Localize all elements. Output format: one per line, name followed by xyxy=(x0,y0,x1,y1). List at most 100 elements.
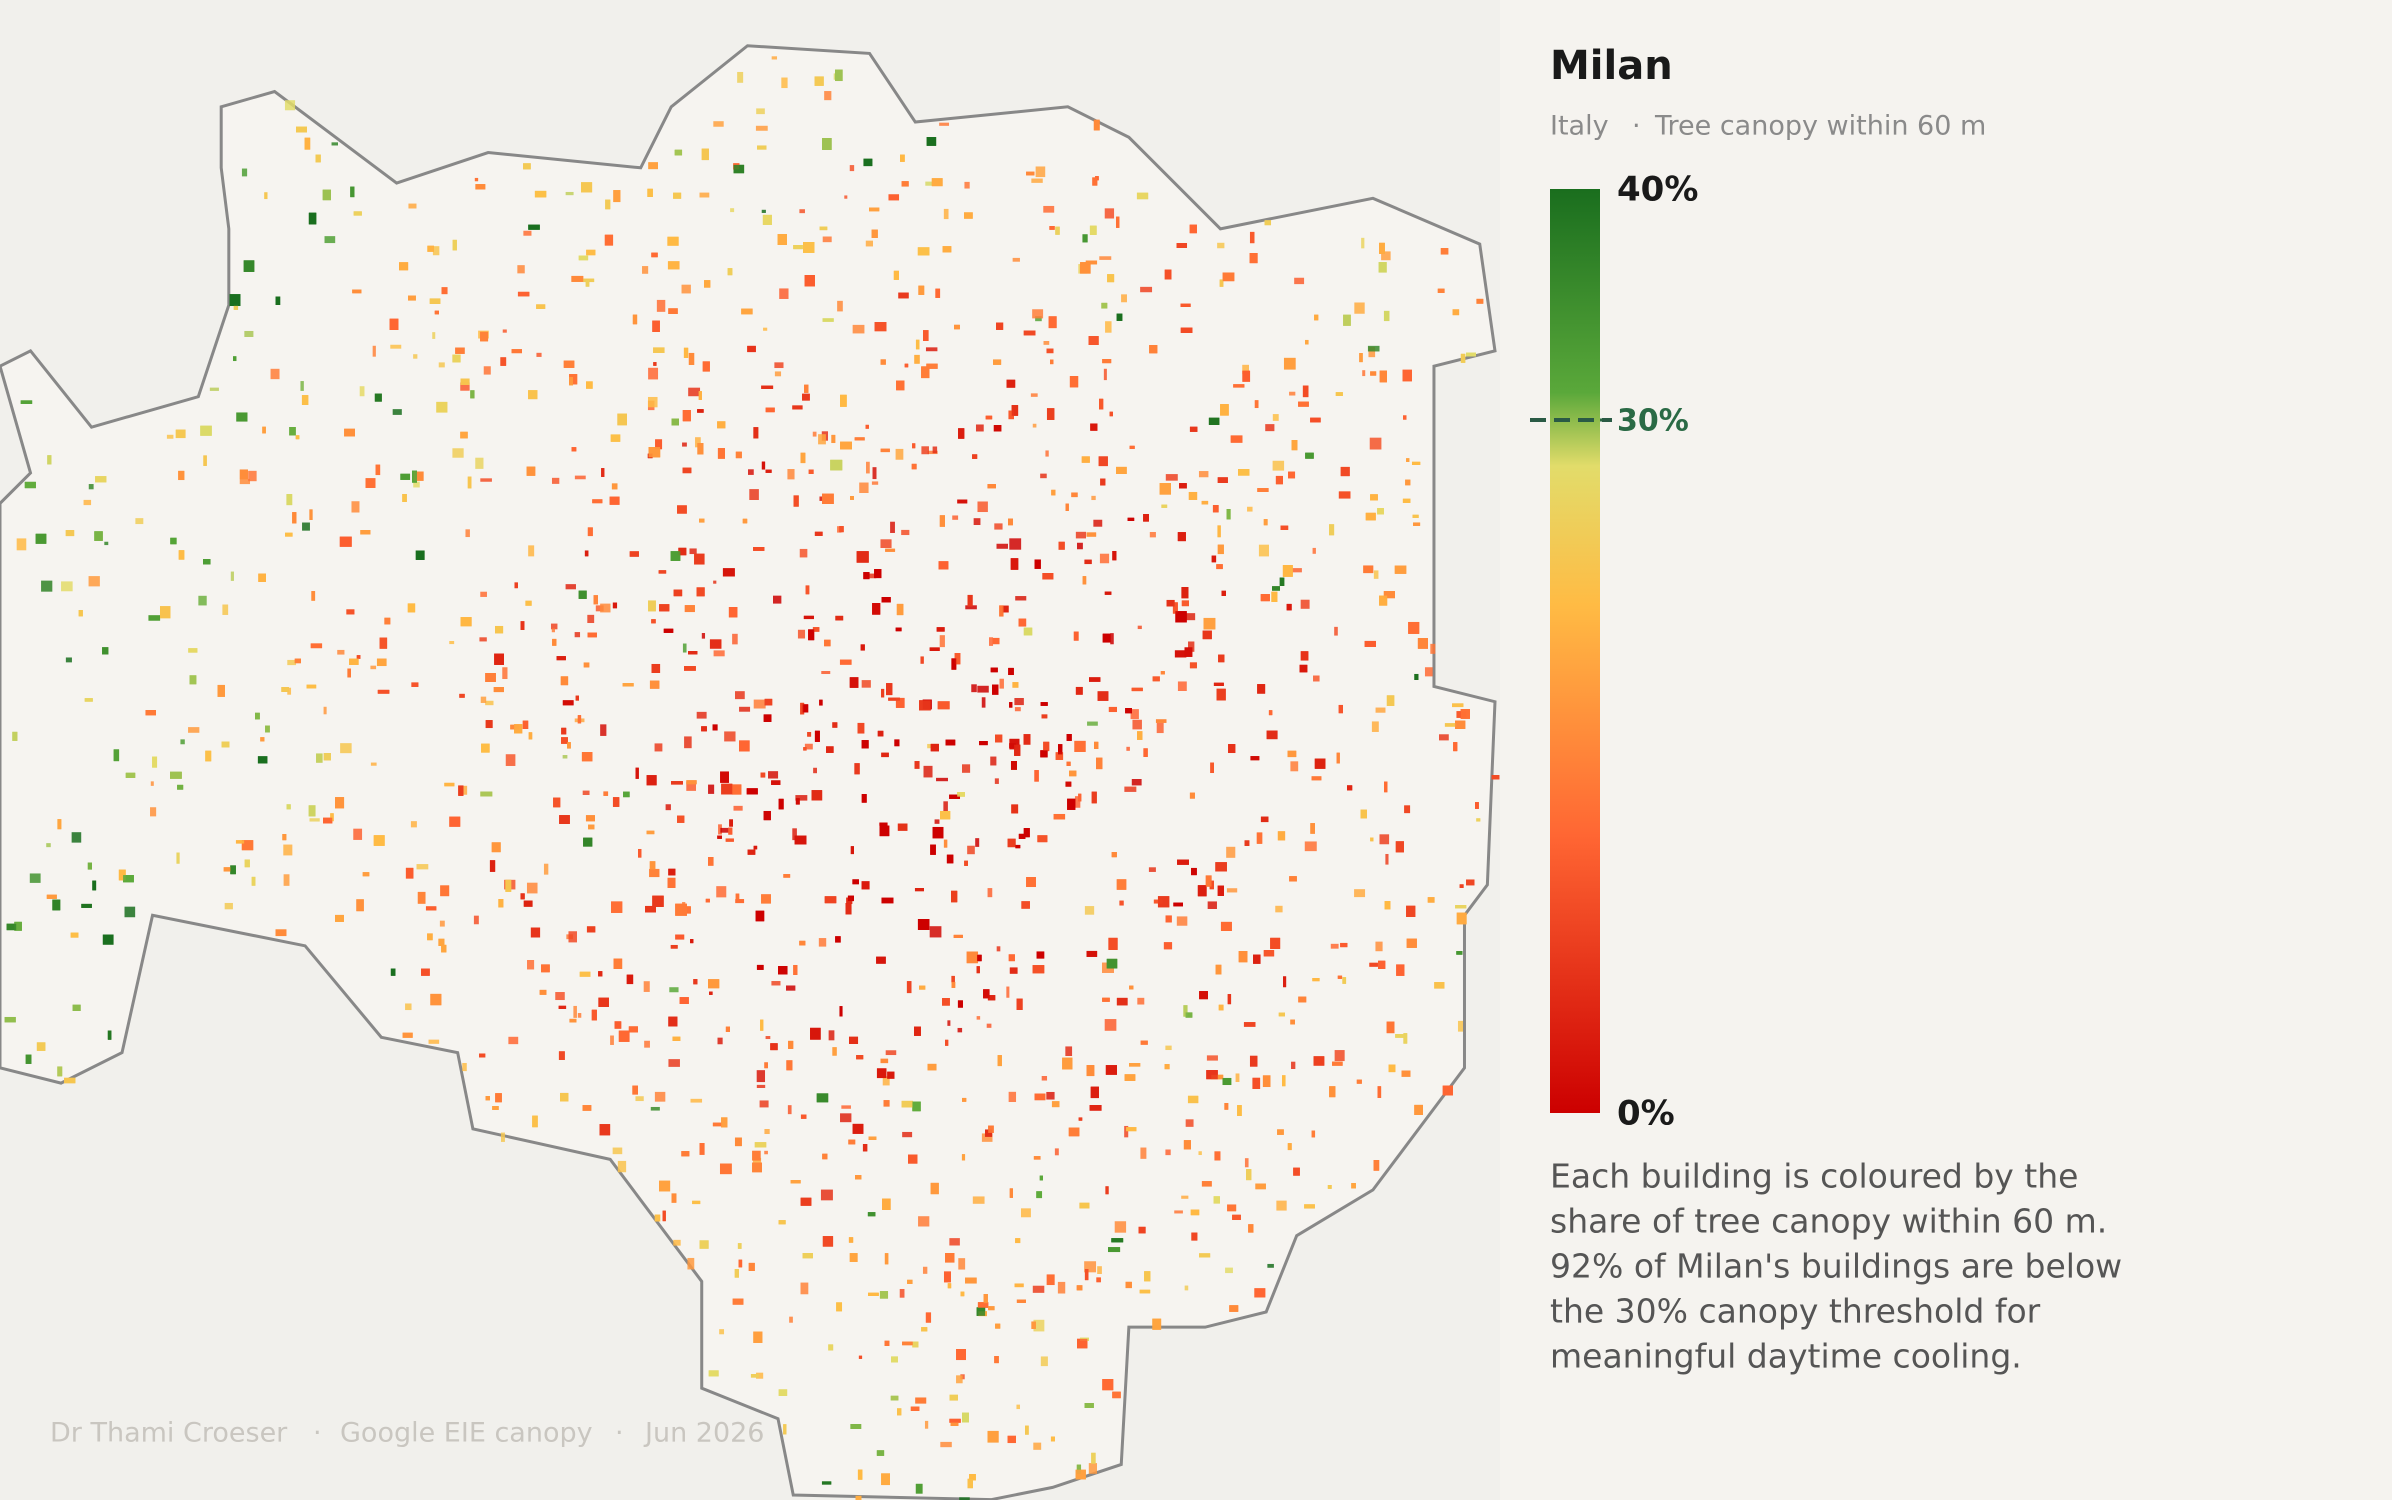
building xyxy=(781,77,788,89)
building xyxy=(1184,647,1193,657)
building xyxy=(783,1424,787,1435)
building xyxy=(764,698,773,706)
building xyxy=(586,926,596,933)
building xyxy=(479,1053,486,1058)
building xyxy=(617,413,627,426)
building xyxy=(972,454,978,459)
building xyxy=(520,621,525,630)
building xyxy=(523,163,531,170)
building xyxy=(205,750,212,762)
building xyxy=(1476,818,1481,822)
building xyxy=(1006,986,1010,998)
building xyxy=(1180,303,1191,307)
building xyxy=(289,427,296,436)
building xyxy=(1086,1065,1095,1077)
building xyxy=(1116,466,1127,474)
building xyxy=(788,1040,794,1049)
building xyxy=(1021,901,1030,909)
building xyxy=(335,914,344,922)
building xyxy=(1381,251,1391,261)
building xyxy=(1442,1085,1453,1096)
building xyxy=(1335,392,1343,396)
building xyxy=(871,481,879,485)
building xyxy=(1164,269,1172,280)
building xyxy=(1414,673,1419,680)
building xyxy=(1378,960,1386,969)
building xyxy=(1455,720,1466,729)
building xyxy=(862,1144,868,1152)
building xyxy=(812,627,820,632)
building xyxy=(36,1042,46,1051)
building xyxy=(761,385,774,389)
building xyxy=(648,162,658,170)
building xyxy=(1227,1204,1237,1212)
building xyxy=(495,1093,502,1103)
building xyxy=(539,989,547,995)
building xyxy=(1043,741,1050,752)
building xyxy=(1386,695,1395,706)
building xyxy=(452,448,464,458)
building xyxy=(972,1196,985,1204)
building xyxy=(699,192,710,198)
building xyxy=(739,740,750,752)
building xyxy=(375,464,381,476)
building xyxy=(1356,1079,1362,1084)
building xyxy=(302,522,310,531)
building xyxy=(1149,345,1158,354)
building xyxy=(961,1154,966,1161)
building xyxy=(839,659,852,665)
building xyxy=(976,954,982,962)
building xyxy=(1023,330,1036,336)
building xyxy=(123,875,134,883)
building xyxy=(408,203,417,209)
building xyxy=(761,461,766,470)
building xyxy=(1283,357,1296,370)
building xyxy=(1009,1188,1013,1198)
building xyxy=(652,320,660,332)
building xyxy=(434,310,439,315)
building xyxy=(1453,742,1458,752)
building xyxy=(282,834,287,841)
building xyxy=(462,1062,467,1072)
building xyxy=(783,874,791,878)
title: Milan xyxy=(1550,43,1673,89)
building xyxy=(852,879,859,885)
building xyxy=(1369,962,1378,967)
building xyxy=(1156,722,1164,734)
building xyxy=(663,628,674,633)
building xyxy=(275,296,281,305)
building xyxy=(1275,905,1283,913)
building xyxy=(1008,1091,1017,1103)
building xyxy=(908,1154,918,1164)
building xyxy=(1026,877,1036,888)
building xyxy=(848,1139,856,1145)
building xyxy=(699,1143,705,1155)
building xyxy=(1016,998,1023,1010)
building xyxy=(976,1307,986,1316)
building xyxy=(1222,1077,1232,1086)
building xyxy=(1459,884,1464,888)
building xyxy=(438,938,445,946)
building xyxy=(721,783,733,795)
building xyxy=(688,387,701,397)
building xyxy=(690,939,694,944)
building xyxy=(563,360,575,368)
building xyxy=(1359,353,1363,363)
building xyxy=(587,527,593,537)
building xyxy=(898,292,909,299)
building xyxy=(475,184,486,190)
building xyxy=(428,1039,440,1044)
building xyxy=(1129,985,1134,990)
building xyxy=(1337,975,1343,979)
building xyxy=(16,538,27,551)
building xyxy=(1107,274,1115,283)
building xyxy=(1143,748,1148,757)
building xyxy=(1302,385,1309,398)
building xyxy=(359,386,365,397)
building xyxy=(584,550,589,557)
building xyxy=(1233,384,1245,388)
building xyxy=(1177,859,1189,865)
building xyxy=(360,530,371,535)
building xyxy=(847,895,854,902)
building xyxy=(1125,708,1132,714)
